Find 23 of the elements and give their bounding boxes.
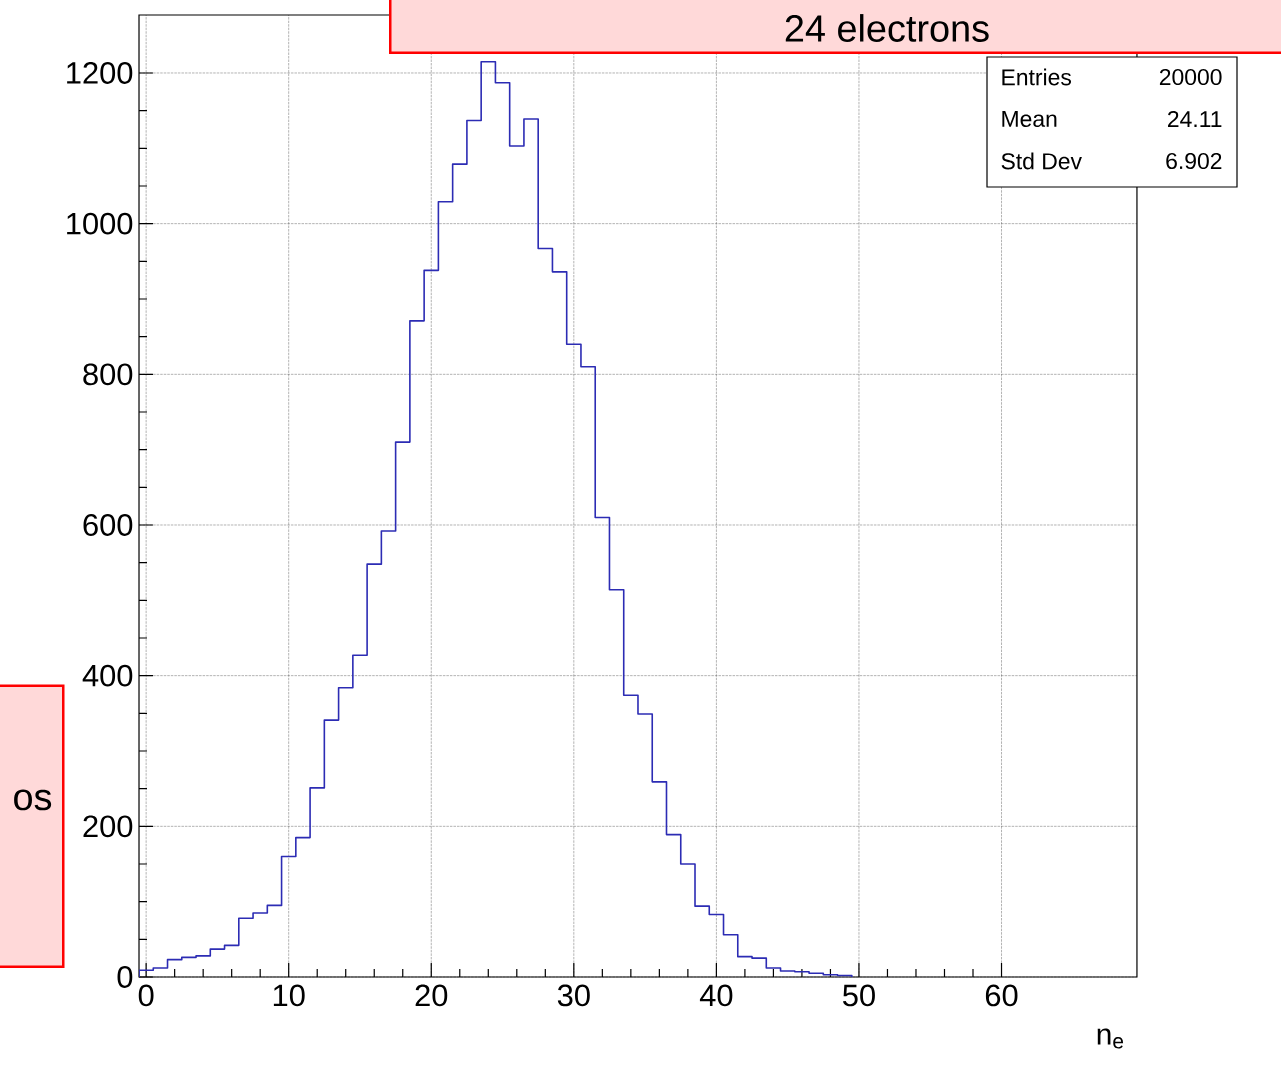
x-tick-label: 60 [985,984,1018,1007]
text: os [14,789,52,811]
x-tick-label: 0 [138,984,154,1007]
y-tick-label: 600 [83,514,133,536]
annotation: Std Dev [1001,152,1082,170]
y-tick-label: 800 [83,363,133,386]
x-tick-label: 20 [415,984,448,1007]
x-tick-label: 30 [557,984,590,1007]
annotation: Mean [1002,110,1057,127]
y-tick-label: 0 [117,966,133,988]
y-tick-label: 1000 [67,212,133,235]
x-tick-label: 50 [843,984,875,1007]
text: 6.902 [1166,152,1222,170]
y-tick-label: 400 [82,664,133,687]
x-tick-label: 40 [699,984,733,1007]
y-tick-label: 200 [83,815,133,838]
x-axis-title: n$_{e}$ [1097,1028,1124,1049]
annotation: 24 electrons [785,14,989,42]
text: 24.11 [1168,110,1222,127]
x-tick-label: 10 [273,984,305,1007]
text: 20000 [1159,68,1222,86]
annotation: Entries [1002,68,1071,86]
y-tick-label: 1200 [67,62,133,84]
